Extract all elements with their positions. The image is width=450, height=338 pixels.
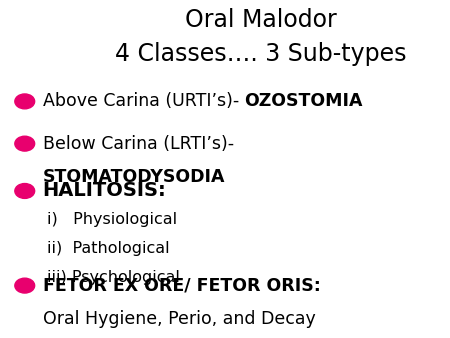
Text: i)   Physiological: i) Physiological: [47, 212, 177, 227]
Text: Oral Malodor: Oral Malodor: [185, 8, 337, 32]
Circle shape: [15, 136, 35, 151]
Text: Above Carina (URTI’s)-: Above Carina (URTI’s)-: [43, 92, 244, 111]
Circle shape: [15, 184, 35, 198]
Text: iii) Psychological: iii) Psychological: [47, 270, 180, 285]
Circle shape: [15, 278, 35, 293]
Text: Below Carina (LRTI’s)-: Below Carina (LRTI’s)-: [43, 135, 234, 153]
Text: ii)  Pathological: ii) Pathological: [47, 241, 170, 256]
Circle shape: [15, 94, 35, 109]
Text: OZOSTOMIA: OZOSTOMIA: [244, 92, 363, 111]
Text: Oral Hygiene, Perio, and Decay: Oral Hygiene, Perio, and Decay: [43, 310, 315, 329]
Text: HALITOSIS:: HALITOSIS:: [43, 182, 166, 200]
Text: FETOR EX ORE/ FETOR ORIS:: FETOR EX ORE/ FETOR ORIS:: [43, 276, 320, 295]
Text: STOMATODYSODIA: STOMATODYSODIA: [43, 168, 225, 187]
Text: 4 Classes…. 3 Sub-types: 4 Classes…. 3 Sub-types: [115, 42, 407, 66]
